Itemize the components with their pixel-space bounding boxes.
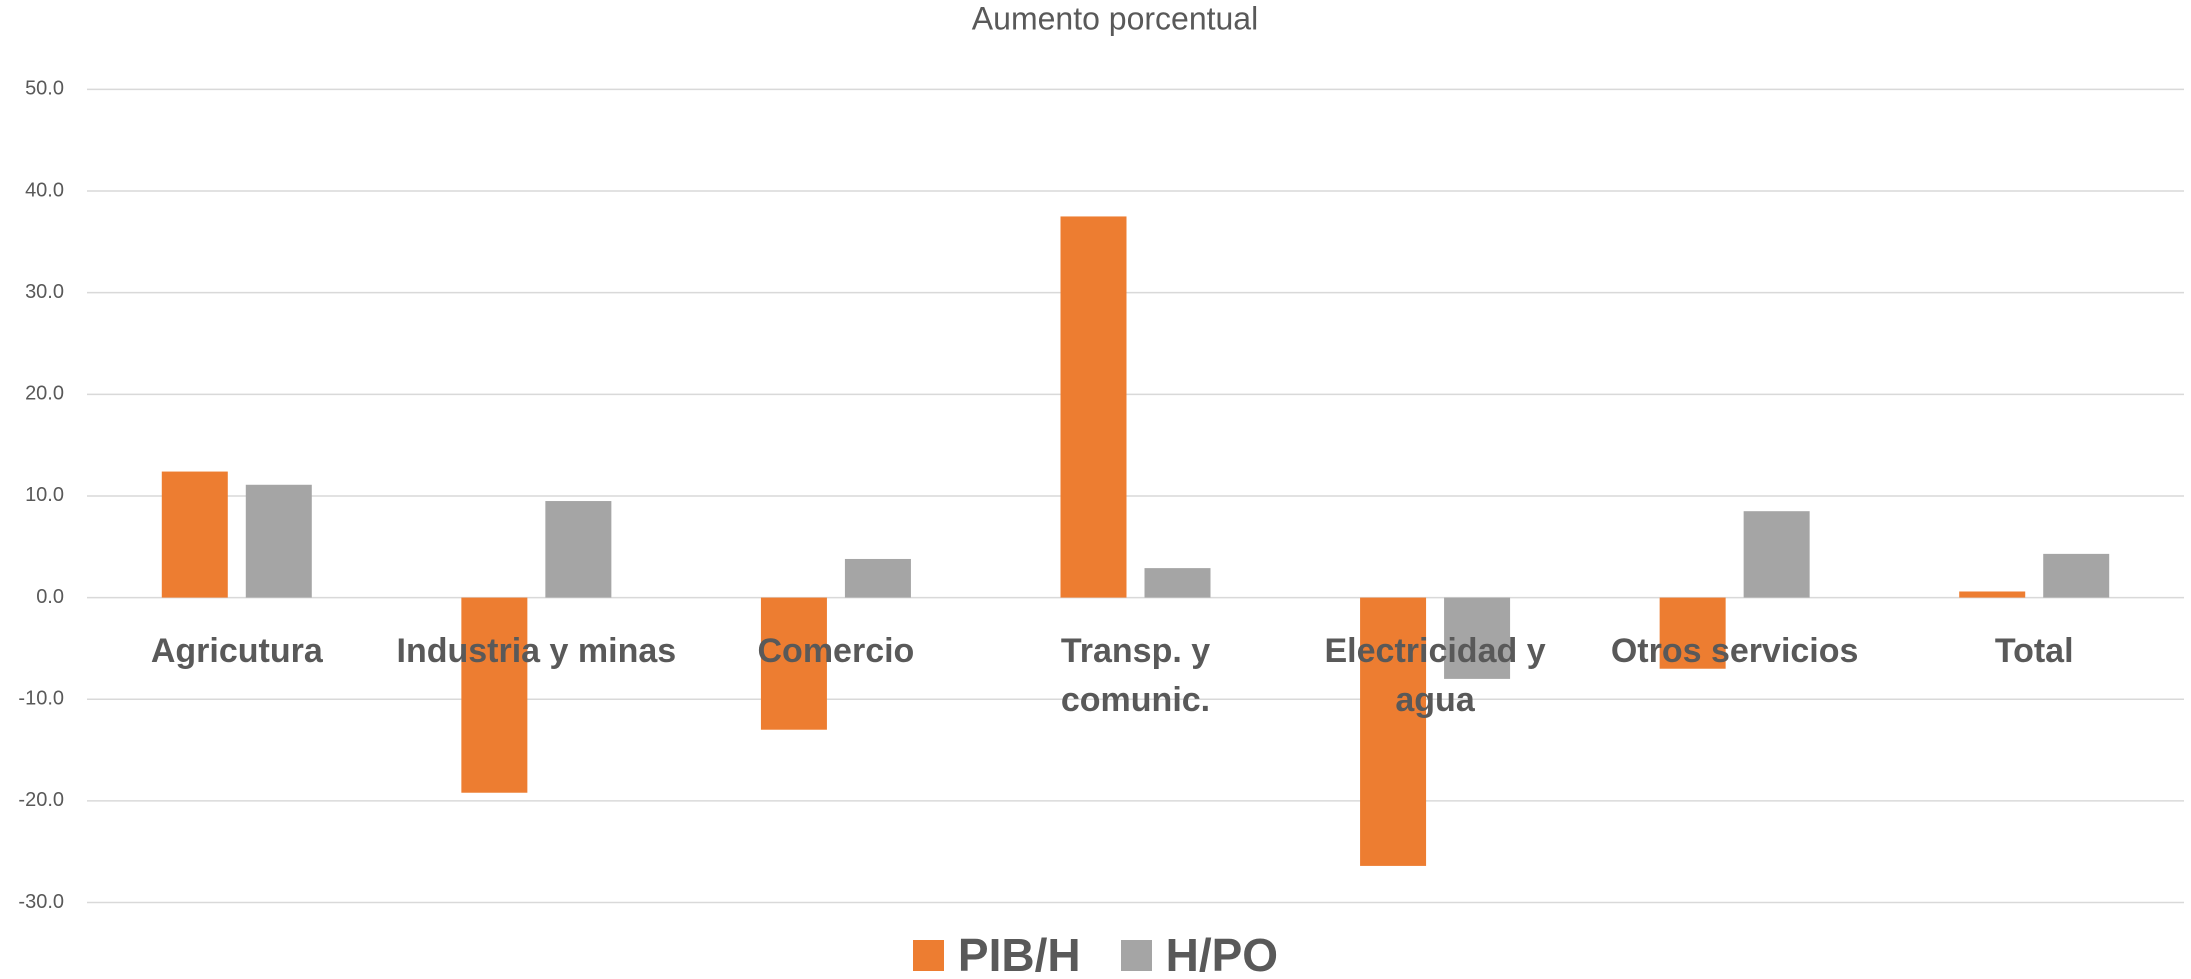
- bar: [844, 558, 911, 598]
- x-tick-label: Electricidad y agua: [1324, 632, 1546, 719]
- x-tick-label: Otros servicios: [1610, 632, 1859, 670]
- y-tick-label: 20.0: [25, 383, 64, 405]
- x-tick-label: Agricutura: [150, 632, 323, 670]
- y-tick-label: 0.0: [36, 586, 64, 608]
- bar: [1060, 216, 1127, 598]
- chart-title: Aumento porcentual: [972, 0, 1258, 36]
- legend-label: H/PO: [1165, 929, 1279, 979]
- bar: [1144, 568, 1211, 598]
- y-tick-label: 50.0: [25, 78, 64, 100]
- legend-swatch: [1120, 939, 1152, 971]
- x-tick-label: Total: [1994, 632, 2074, 670]
- bar: [1444, 597, 1511, 679]
- legend-label: PIB/H: [957, 929, 1081, 979]
- bar: [245, 484, 312, 598]
- bar: [161, 471, 228, 598]
- bar: [545, 501, 612, 598]
- bar: [1743, 511, 1810, 598]
- x-tick-label: Transp. y comunic.: [1060, 632, 1211, 719]
- legend-swatch: [912, 939, 944, 971]
- x-tick-label: Industria y minas: [396, 632, 677, 670]
- legend: PIB/H H/PO: [0, 928, 2191, 979]
- bar: [1959, 591, 2026, 598]
- y-tick-label: 40.0: [25, 179, 64, 201]
- bar: [1659, 597, 1726, 669]
- x-tick-label: Comercio: [757, 632, 915, 670]
- bar: [760, 597, 827, 730]
- y-tick-label: 30.0: [25, 281, 64, 303]
- bar: [2043, 553, 2110, 598]
- bar: [461, 597, 528, 793]
- legend-entry: PIB/H: [912, 928, 1081, 979]
- y-tick-label: -20.0: [18, 789, 64, 811]
- y-tick-label: -10.0: [18, 688, 64, 710]
- bar: [1360, 597, 1427, 866]
- legend-entry: H/PO: [1120, 928, 1279, 979]
- y-tick-label: -30.0: [18, 891, 64, 913]
- y-tick-label: 10.0: [25, 484, 64, 506]
